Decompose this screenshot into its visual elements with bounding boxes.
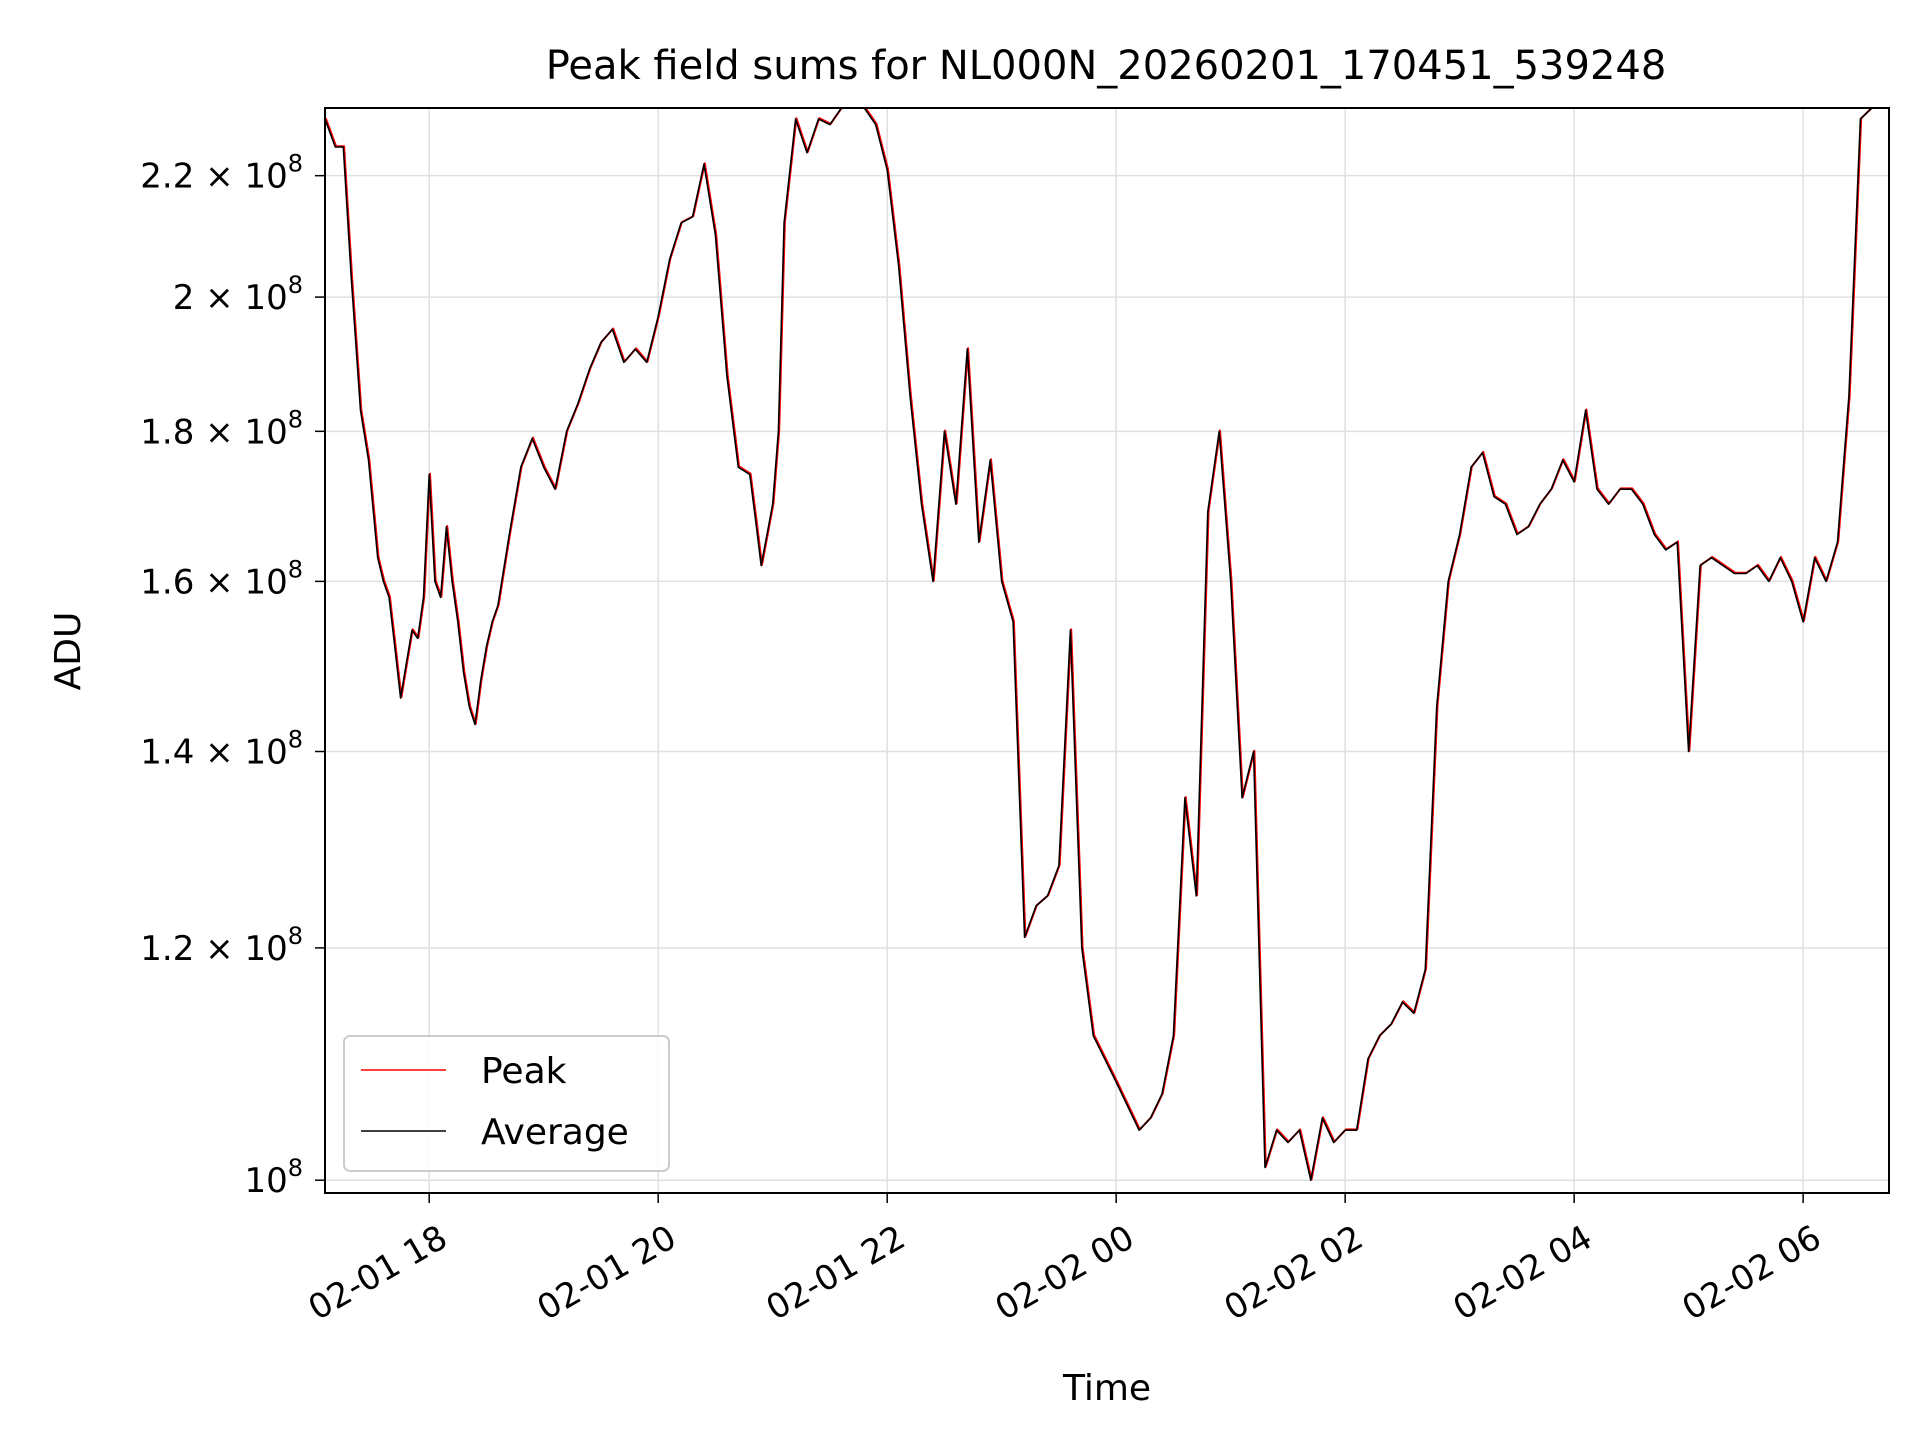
x-axis-label: Time bbox=[1062, 1368, 1151, 1409]
y-tick-label: 1.6 × 108 bbox=[140, 555, 303, 602]
y-tick-label: 1.2 × 108 bbox=[140, 922, 303, 969]
y-tick-label: 2.2 × 108 bbox=[140, 150, 303, 197]
legend-label-average: Average bbox=[481, 1112, 629, 1153]
legend: Peak Average bbox=[343, 1035, 670, 1172]
y-tick-label: 108 bbox=[244, 1154, 303, 1201]
y-tick-label: 2 × 108 bbox=[173, 271, 303, 318]
y-axis-label: ADU bbox=[48, 612, 89, 691]
y-axis: 108 1.2 × 108 1.4 × 108 1.6 × 108 1.8 × 108 2… bbox=[140, 150, 325, 1201]
plot-frame bbox=[324, 107, 1890, 1194]
grid bbox=[325, 108, 1889, 1193]
y-tick-label: 1.4 × 108 bbox=[140, 726, 303, 773]
legend-label-peak: Peak bbox=[481, 1051, 567, 1092]
plot-lines bbox=[325, 107, 1874, 1181]
chart-title: Peak field sums for NL000N_20260201_1704… bbox=[546, 43, 1667, 89]
y-tick-label: 1.8 × 108 bbox=[140, 405, 303, 452]
series-line-average bbox=[325, 108, 1873, 1181]
